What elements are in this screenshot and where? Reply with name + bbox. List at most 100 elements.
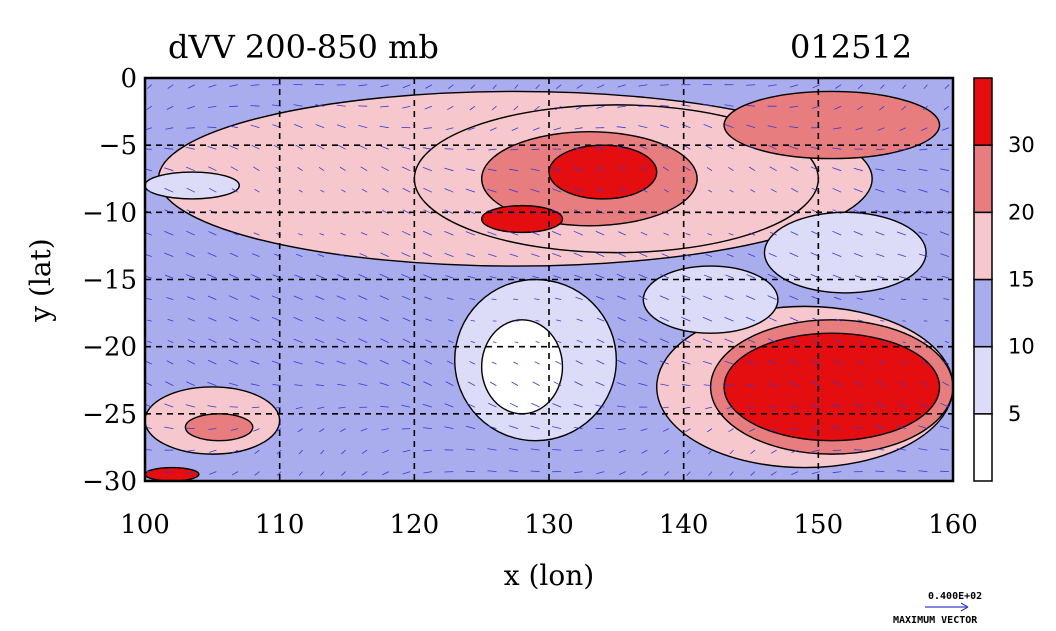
wind-vector-437 <box>638 84 648 87</box>
wind-vector-460 <box>662 166 670 172</box>
wind-vector-214 <box>382 188 389 193</box>
wind-vector-104 <box>250 274 260 279</box>
wind-vector-106 <box>250 316 260 322</box>
wind-vector-187 <box>340 428 346 432</box>
wind-vector-629 <box>855 127 863 131</box>
wind-vector-332 <box>511 276 519 279</box>
y-tick-label-3: −15 <box>82 266 137 296</box>
wind-vector-698 <box>920 381 928 386</box>
wind-vector-653 <box>875 231 885 236</box>
wind-vector-305 <box>491 105 497 111</box>
wind-vector-485 <box>681 295 691 301</box>
wind-vector-414 <box>595 404 605 408</box>
wind-vector-169 <box>320 449 325 455</box>
wind-vector-253 <box>423 209 433 215</box>
wind-vector-461 <box>664 189 670 193</box>
wind-vector-308 <box>487 168 497 172</box>
wind-vector-0 <box>147 84 153 90</box>
wind-vector-111 <box>253 428 260 432</box>
wind-vector-495 <box>702 104 713 107</box>
wind-vector-532 <box>746 84 756 86</box>
wind-vector-426 <box>617 252 626 258</box>
wind-vector-608 <box>835 84 842 89</box>
wind-vector-81 <box>231 188 239 193</box>
wind-vector-664 <box>875 470 885 472</box>
wind-vector-62 <box>208 187 217 193</box>
wind-vector-512 <box>708 471 713 476</box>
wind-vector-521 <box>726 253 734 258</box>
wind-vector-490 <box>683 406 691 409</box>
y-tick-label-0: 0 <box>120 64 137 94</box>
wind-vector-266 <box>448 84 454 89</box>
wind-vector-687 <box>919 148 928 151</box>
wind-vector-193 <box>359 145 368 150</box>
wind-vector-567 <box>769 428 777 432</box>
wind-vector-163 <box>314 316 325 322</box>
wind-vector-200 <box>358 295 368 301</box>
wind-vector-256 <box>423 274 432 279</box>
wind-vector-565 <box>767 382 777 387</box>
wind-vector-473 <box>664 449 670 455</box>
wind-vector-713 <box>943 298 950 301</box>
wind-vector-357 <box>531 402 540 408</box>
wind-vector-312 <box>488 253 497 258</box>
wind-vector-113 <box>254 471 260 476</box>
wind-vector-8 <box>145 253 152 258</box>
wind-vector-240 <box>402 338 411 343</box>
wind-vector-201 <box>358 316 368 322</box>
wind-vector-516 <box>726 144 734 150</box>
wind-vector-711 <box>940 253 950 258</box>
wind-vector-344 <box>532 127 540 131</box>
wind-vector-232 <box>401 166 411 172</box>
wind-vector-182 <box>336 316 346 322</box>
wind-vector-383 <box>573 147 583 150</box>
wind-vector-406 <box>595 230 605 236</box>
wind-vector-70 <box>207 359 217 365</box>
colorbar-label-4: 30 <box>1008 133 1035 157</box>
wind-vector-432 <box>616 382 626 387</box>
wind-vector-96 <box>250 105 260 107</box>
wind-vector-457 <box>659 104 669 107</box>
wind-vector-4 <box>145 168 152 172</box>
wind-vector-318 <box>489 381 497 386</box>
wind-vector-331 <box>509 253 519 258</box>
wind-vector-434 <box>618 428 626 431</box>
wind-vector-203 <box>358 360 368 365</box>
wind-vector-631 <box>853 167 863 172</box>
wind-vector-175 <box>339 166 346 172</box>
wind-vector-530 <box>729 449 734 455</box>
wind-vector-374 <box>555 360 562 365</box>
wind-vector-370 <box>553 275 562 279</box>
wind-vector-220 <box>380 316 389 322</box>
wind-vector-226 <box>382 449 389 454</box>
wind-vector-165 <box>315 360 325 365</box>
x-tick-label-6: 160 <box>928 510 978 540</box>
wind-vector-87 <box>229 316 239 322</box>
wind-vector-251 <box>422 167 432 172</box>
wind-vector-248 <box>424 105 432 110</box>
wind-vector-192 <box>358 124 368 129</box>
wind-vector-219 <box>379 295 389 301</box>
wind-vector-157 <box>320 189 325 193</box>
wind-vector-580 <box>789 295 799 301</box>
wind-vector-453 <box>640 428 648 432</box>
wind-vector-691 <box>918 231 928 236</box>
colorbar-swatch-1 <box>973 345 993 415</box>
wind-vector-507 <box>702 360 713 365</box>
wind-vector-185 <box>337 383 346 387</box>
wind-vector-619 <box>835 318 842 322</box>
wind-vector-51 <box>187 359 196 365</box>
wind-vector-246 <box>402 471 411 475</box>
wind-vector-571 <box>789 105 799 108</box>
wind-vector-265 <box>423 471 432 474</box>
wind-vector-639 <box>857 340 863 344</box>
wind-vector-258 <box>425 318 432 322</box>
wind-vector-511 <box>708 449 713 455</box>
wind-vector-388 <box>573 252 583 258</box>
wind-vector-503 <box>703 274 713 279</box>
wind-vector-290 <box>465 188 476 193</box>
wind-vector-137 <box>297 167 303 172</box>
wind-vector-681 <box>896 425 906 429</box>
wind-vector-621 <box>834 360 842 365</box>
